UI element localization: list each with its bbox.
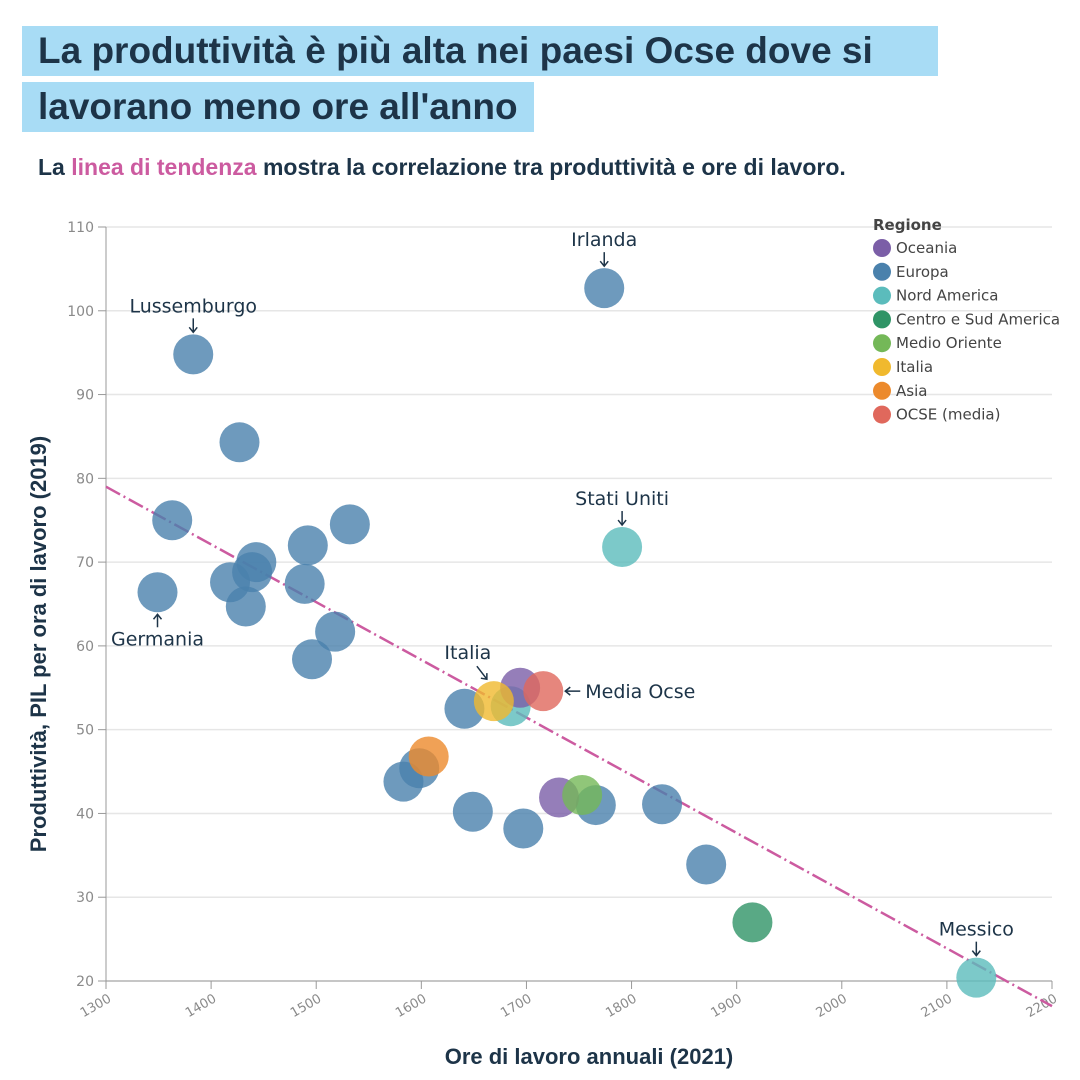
legend-title: Regione — [873, 216, 942, 234]
x-tick-label: 1500 — [288, 991, 324, 1021]
data-point — [642, 784, 683, 825]
point-label: Germania — [111, 628, 204, 650]
legend-swatch — [873, 381, 891, 400]
subtitle-pre: La — [38, 154, 72, 180]
label-arrow — [476, 665, 488, 680]
trend-line — [105, 485, 1053, 1008]
data-point — [173, 334, 214, 375]
y-axis-label: Produttività, PIL per ora di lavoro (201… — [26, 436, 51, 852]
point-label: Media Ocse — [585, 681, 695, 703]
legend-label: Nord America — [896, 287, 998, 305]
data-point — [219, 422, 260, 463]
data-point — [503, 808, 544, 849]
legend-swatch — [873, 239, 891, 257]
label-arrowhead — [617, 519, 627, 527]
legend-swatch — [873, 334, 891, 353]
y-tick-label: 30 — [76, 890, 94, 906]
data-point — [284, 563, 325, 604]
x-tick-label: 1300 — [78, 991, 114, 1021]
data-point — [584, 268, 625, 309]
data-point — [137, 572, 178, 613]
data-point — [225, 586, 266, 627]
label-arrowhead — [599, 260, 609, 268]
chart-title-line-2: lavorano meno ore all'anno — [22, 82, 534, 132]
legend-label: OCSE (media) — [896, 406, 1000, 424]
data-point — [686, 844, 727, 885]
data-point — [287, 525, 328, 566]
data-point — [562, 775, 603, 816]
point-label: Lussemburgo — [129, 295, 257, 317]
point-label: Stati Uniti — [575, 488, 669, 510]
subtitle-highlight: linea di tendenza — [71, 154, 257, 180]
chart-title-line-1: La produttività è più alta nei paesi Ocs… — [22, 26, 938, 76]
x-tick-label: 1900 — [709, 991, 745, 1021]
legend-swatch — [873, 262, 891, 281]
x-tick-label: 1600 — [393, 991, 429, 1021]
legend-swatch — [873, 286, 891, 305]
y-tick-label: 90 — [76, 388, 94, 404]
y-tick-label: 50 — [76, 723, 94, 739]
x-tick-label: 2100 — [919, 991, 955, 1021]
legend-label: Centro e Sud America — [896, 310, 1060, 328]
legend-swatch — [873, 310, 891, 329]
data-point — [329, 504, 370, 545]
chart-subtitle: La linea di tendenza mostra la correlazi… — [38, 154, 846, 181]
legend-label: Medio Oriente — [896, 334, 1002, 352]
data-point — [956, 957, 997, 998]
legend-label: Italia — [896, 358, 933, 376]
data-point — [408, 736, 449, 777]
label-arrowhead — [152, 613, 163, 620]
y-tick-label: 110 — [67, 220, 94, 236]
legend-swatch — [873, 405, 891, 424]
point-label: Italia — [444, 642, 491, 664]
x-tick-label: 2000 — [814, 991, 850, 1021]
legend-label: Asia — [896, 382, 927, 400]
y-tick-label: 70 — [76, 555, 94, 571]
label-arrowhead — [480, 673, 488, 681]
y-tick-label: 40 — [76, 806, 94, 822]
data-point — [452, 791, 493, 832]
data-point — [473, 681, 514, 722]
subtitle-post: mostra la correlazione tra produttività … — [256, 154, 846, 180]
x-tick-label: 1800 — [603, 991, 639, 1021]
label-arrowhead — [188, 326, 198, 334]
data-point — [732, 902, 773, 943]
y-tick-label: 20 — [76, 974, 94, 990]
data-point — [383, 761, 424, 802]
legend-label: Oceania — [896, 239, 957, 257]
legend-label: Europa — [896, 263, 949, 281]
point-label: Irlanda — [571, 229, 637, 251]
data-point — [152, 500, 193, 541]
data-point — [602, 527, 643, 568]
point-label: Messico — [939, 919, 1014, 941]
x-tick-label: 1700 — [498, 991, 534, 1021]
label-arrowhead — [564, 686, 571, 696]
y-tick-label: 100 — [67, 304, 94, 320]
legend-swatch — [873, 358, 891, 376]
x-axis-label: Ore di lavoro annuali (2021) — [445, 1044, 734, 1069]
data-point — [315, 611, 356, 652]
data-point — [292, 639, 333, 680]
x-tick-label: 2200 — [1024, 991, 1060, 1021]
data-point — [523, 671, 564, 712]
y-tick-label: 60 — [76, 639, 94, 655]
y-tick-label: 80 — [76, 471, 94, 487]
label-arrowhead — [971, 950, 981, 957]
x-tick-label: 1400 — [183, 991, 219, 1021]
